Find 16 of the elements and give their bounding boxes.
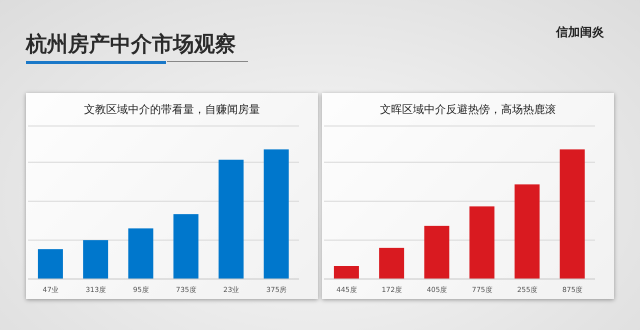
text: 杭州房产中介市场观察 [26, 31, 236, 58]
bar [334, 266, 359, 279]
chart-title: 文教区域中介的带看量，自赚闻房量 [83, 102, 261, 117]
bar [128, 228, 154, 279]
bar [469, 206, 494, 279]
bar [424, 226, 450, 279]
chart-title: 文晖区域中介反避热傍，高场热鹿滚 [379, 102, 557, 117]
bar [379, 248, 404, 279]
bar [264, 149, 289, 279]
bar [83, 240, 108, 279]
bar [38, 249, 63, 279]
bar [218, 160, 244, 279]
bar [560, 149, 585, 279]
text: 信加闺炎 [556, 24, 604, 41]
bar [173, 214, 198, 279]
bar [514, 184, 540, 279]
